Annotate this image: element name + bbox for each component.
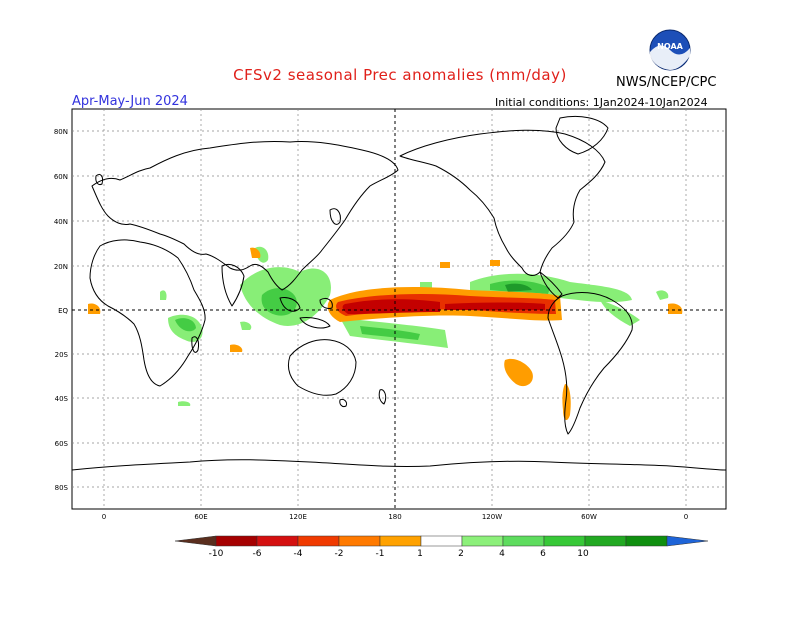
lat-label: 40N <box>54 218 68 226</box>
legend-label: -10 <box>209 549 224 559</box>
legend-arrow-low <box>174 535 217 547</box>
legend-swatch <box>625 535 668 547</box>
color-legend <box>174 535 709 547</box>
legend-swatch <box>461 535 504 547</box>
lon-label: 60E <box>194 513 207 521</box>
legend-label: -1 <box>376 549 385 559</box>
lat-label: 60N <box>54 173 68 181</box>
reference-lines <box>72 109 726 509</box>
legend-label: 10 <box>577 549 589 559</box>
legend-label: 1 <box>417 549 423 559</box>
legend-arrow-high <box>666 535 709 547</box>
lat-label: EQ <box>58 307 68 315</box>
lat-label: 80S <box>55 484 69 492</box>
legend-label: -6 <box>253 549 262 559</box>
legend-swatch <box>543 535 586 547</box>
legend-label: 2 <box>458 549 464 559</box>
legend-swatch <box>297 535 340 547</box>
legend-label: -2 <box>335 549 344 559</box>
map-title: CFSv2 seasonal Prec anomalies (mm/day) <box>233 66 567 84</box>
lat-label: 60S <box>55 440 69 448</box>
legend-label: 6 <box>540 549 546 559</box>
lat-label: 20S <box>55 351 69 359</box>
agency-label: NWS/NCEP/CPC <box>616 75 717 90</box>
legend-swatch <box>338 535 381 547</box>
lon-label: 120E <box>289 513 307 521</box>
lat-label: 40S <box>55 395 69 403</box>
legend-label: -4 <box>294 549 303 559</box>
longitude-labels: 0 60E 120E 180 120W 60W 0 <box>102 513 688 521</box>
lon-label: 60W <box>581 513 597 521</box>
legend-swatch <box>256 535 299 547</box>
lon-label: 0 <box>102 513 106 521</box>
initial-conditions: Initial conditions: 1Jan2024-10Jan2024 <box>495 96 708 109</box>
lat-label: 80N <box>54 128 68 136</box>
noaa-logo-text: NOAA <box>657 42 683 51</box>
lon-label: 180 <box>388 513 401 521</box>
legend-label: 4 <box>499 549 505 559</box>
coastlines <box>71 115 727 471</box>
legend-swatch <box>379 535 422 547</box>
lat-label: 20N <box>54 263 68 271</box>
lon-label: 0 <box>684 513 688 521</box>
forecast-period: Apr-May-Jun 2024 <box>72 94 188 109</box>
legend-swatch <box>584 535 627 547</box>
color-legend-labels: -10 -6 -4 -2 -1 1 2 4 6 10 <box>209 549 589 559</box>
latitude-labels: 80N 60N 40N 20N EQ 20S 40S 60S 80S <box>54 128 69 492</box>
noaa-logo: NOAA <box>649 29 691 71</box>
legend-swatch <box>215 535 258 547</box>
legend-swatch <box>502 535 545 547</box>
legend-swatch <box>420 535 463 547</box>
lon-label: 120W <box>482 513 502 521</box>
